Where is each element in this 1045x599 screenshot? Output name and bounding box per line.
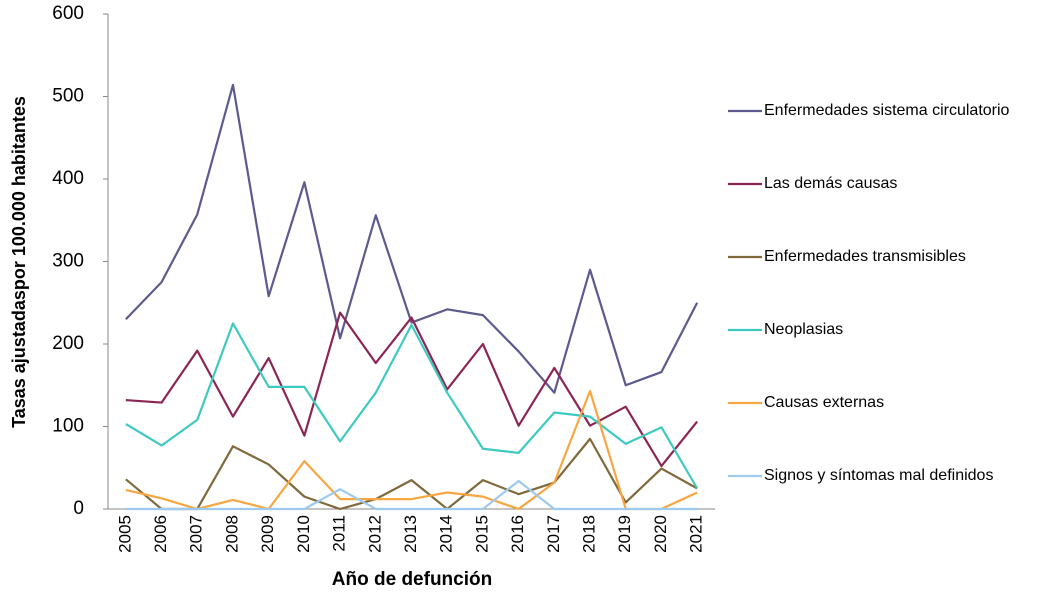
y-tick-label: 500 — [52, 86, 84, 107]
x-tick-label: 2010 — [294, 515, 313, 553]
y-tick-label: 300 — [52, 251, 84, 272]
legend-label: Causas externas — [764, 394, 884, 411]
x-tick-label: 2016 — [508, 515, 527, 553]
legend-label: Signos y síntomas mal definidos — [764, 467, 993, 484]
x-tick-label: 2007 — [187, 515, 206, 553]
y-axis-title: Tasas ajustadaspor 100.000 habitantes — [9, 96, 29, 428]
x-tick-label: 2011 — [330, 515, 349, 552]
x-tick-label: 2018 — [580, 515, 599, 553]
legend-label: Enfermedades sistema circulatorio — [764, 102, 1010, 119]
legend-label: Neoplasias — [764, 321, 843, 338]
x-tick-label: 2009 — [258, 515, 277, 553]
y-tick-label: 200 — [52, 333, 84, 354]
x-tick-label: 2008 — [222, 515, 241, 553]
x-tick-label: 2014 — [437, 515, 456, 553]
x-tick-label: 2021 — [687, 515, 706, 553]
x-tick-label: 2020 — [651, 515, 670, 553]
x-tick-label: 2006 — [151, 515, 170, 553]
series-line — [125, 437, 698, 511]
series-line — [125, 389, 698, 511]
y-tick-label: 600 — [52, 3, 84, 24]
x-tick-label: 2005 — [115, 515, 134, 553]
legend-label: Las demás causas — [764, 175, 897, 192]
series-line — [125, 83, 699, 394]
x-tick-label: 2012 — [365, 515, 384, 553]
x-axis-title: Año de defunción — [332, 569, 492, 590]
series-line — [125, 322, 699, 489]
legend-label: Enfermedades transmisibles — [764, 248, 966, 265]
x-tick-label: 2019 — [615, 515, 634, 553]
x-tick-label: 2013 — [401, 515, 420, 553]
x-tick-label: 2017 — [544, 515, 563, 553]
y-tick-label: 400 — [52, 168, 84, 189]
x-tick-label: 2015 — [472, 515, 491, 553]
series-line — [125, 479, 698, 511]
series-line — [125, 311, 699, 468]
y-tick-label: 100 — [52, 416, 84, 437]
y-tick-label: 0 — [73, 498, 84, 519]
